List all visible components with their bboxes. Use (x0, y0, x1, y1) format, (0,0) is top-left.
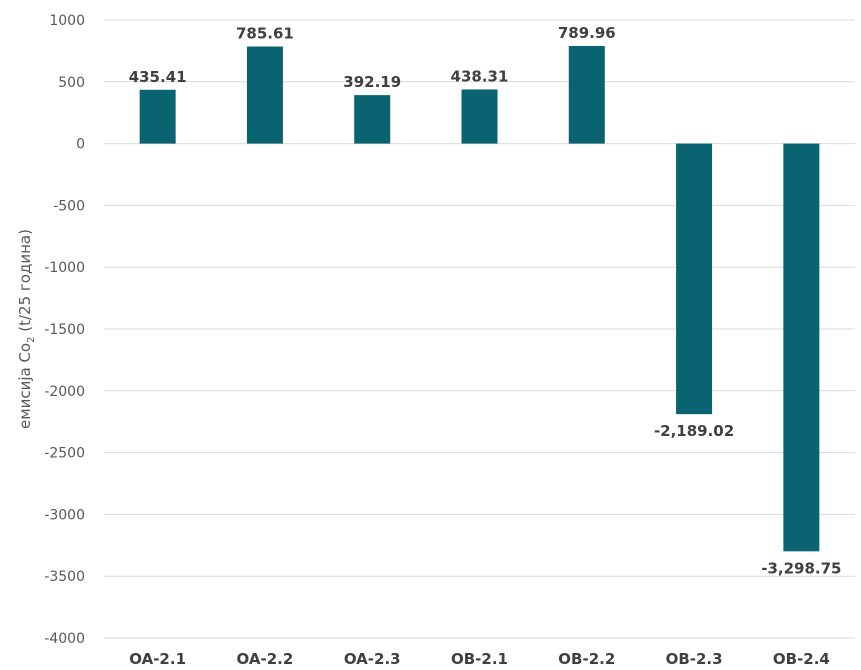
y-tick-label: -500 (53, 198, 85, 214)
y-tick-label: -2000 (44, 384, 85, 400)
bar-ob-2.3 (676, 143, 713, 415)
bar-ob-2.4 (783, 143, 820, 552)
y-tick-label: 1000 (49, 13, 85, 29)
x-category-label: OA-2.2 (237, 650, 294, 668)
bar-oa-2.1 (139, 89, 176, 144)
y-axis-title: емисија Co2 (t/25 година) (16, 229, 37, 429)
y-axis-title-suffix: (t/25 година) (16, 229, 34, 336)
y-tick-label: -3000 (44, 507, 85, 523)
gridlines (104, 19, 855, 639)
bar-ob-2.1 (461, 89, 498, 144)
y-axis-title-main: емисија Co (16, 343, 34, 429)
y-tick-label: -1000 (44, 260, 85, 276)
x-category-label: OA-2.3 (344, 650, 401, 668)
data-label: 438.31 (451, 67, 509, 85)
y-tick-label: -1500 (44, 322, 85, 338)
data-label: 785.61 (236, 24, 294, 42)
data-label: -3,298.75 (761, 559, 841, 577)
y-tick-label: -3500 (44, 569, 85, 585)
data-label: 392.19 (343, 73, 401, 91)
y-tick-label: 0 (76, 137, 85, 153)
x-category-label: OB-2.2 (558, 650, 615, 668)
bar-ob-2.2 (568, 45, 605, 144)
y-tick-label: -4000 (44, 631, 85, 647)
x-category-label: OA-2.1 (129, 650, 186, 668)
data-label: 789.96 (558, 24, 616, 42)
y-tick-label: 500 (58, 75, 85, 91)
x-category-label: OB-2.3 (666, 650, 723, 668)
data-label: 435.41 (129, 68, 187, 86)
y-axis-title-subscript: 2 (26, 337, 37, 343)
y-tick-label: -2500 (44, 446, 85, 462)
bars (139, 45, 820, 552)
data-labels: 435.41 785.61 392.19 438.31 789.96 -2,189.02 -… (129, 24, 842, 577)
bar-oa-2.2 (246, 46, 283, 144)
x-category-label: OB-2.4 (773, 650, 830, 668)
data-label: -2,189.02 (654, 422, 734, 440)
bar-oa-2.3 (354, 95, 391, 144)
x-category-label: OB-2.1 (451, 650, 508, 668)
x-axis-category-labels: OA-2.1 OA-2.2 OA-2.3 OB-2.1 OB-2.2 OB-2.3 OB-2… (129, 650, 830, 668)
y-axis-tick-labels: 1000 500 0 -500 -1000 -1500 -2000 -2500 -3000 -35… (44, 13, 85, 647)
